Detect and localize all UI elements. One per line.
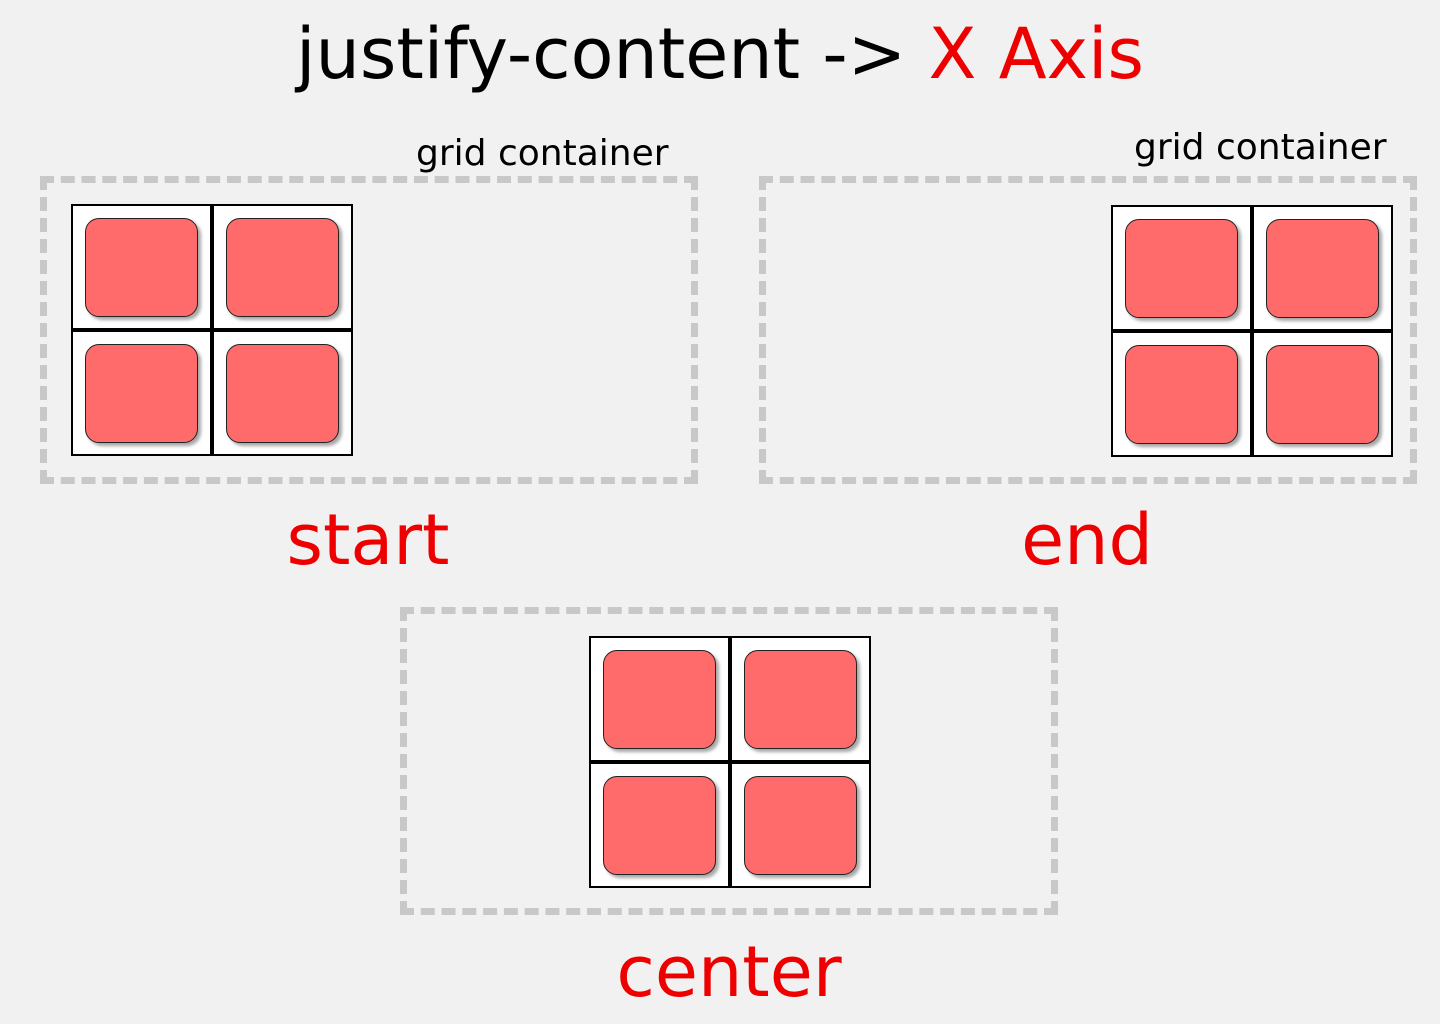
grid-item	[1266, 219, 1379, 318]
grid-cell	[730, 636, 871, 762]
grid-item	[744, 650, 857, 749]
end-grid-container	[759, 176, 1417, 484]
grid-cell	[71, 204, 212, 330]
grid-cell	[589, 636, 730, 762]
grid-cell	[212, 204, 353, 330]
grid-cell	[589, 762, 730, 888]
title-accent: X Axis	[928, 13, 1144, 95]
grid-cell	[71, 330, 212, 456]
end-container-label: grid container	[1134, 127, 1387, 168]
start-grid	[71, 204, 353, 456]
grid-cell	[1111, 331, 1252, 457]
start-grid-container	[40, 176, 698, 484]
grid-item	[1266, 345, 1379, 444]
grid-item	[226, 218, 339, 317]
grid-cell	[730, 762, 871, 888]
grid-cell	[1252, 331, 1393, 457]
grid-item	[226, 344, 339, 443]
title-prefix: justify-content ->	[296, 13, 907, 95]
diagram-title: justify-content -> X Axis	[0, 14, 1440, 94]
end-mode-label: end	[1021, 499, 1153, 581]
grid-item	[603, 650, 716, 749]
end-grid	[1111, 205, 1393, 457]
center-grid-container	[400, 607, 1058, 915]
grid-cell	[1252, 205, 1393, 331]
grid-cell	[1111, 205, 1252, 331]
grid-item	[603, 776, 716, 875]
start-container-label: grid container	[416, 133, 669, 174]
grid-item	[1125, 345, 1238, 444]
grid-cell	[212, 330, 353, 456]
grid-item	[85, 218, 198, 317]
start-mode-label: start	[286, 499, 450, 581]
grid-item	[1125, 219, 1238, 318]
grid-item	[85, 344, 198, 443]
grid-item	[744, 776, 857, 875]
center-grid	[589, 636, 871, 888]
center-mode-label: center	[616, 931, 842, 1013]
